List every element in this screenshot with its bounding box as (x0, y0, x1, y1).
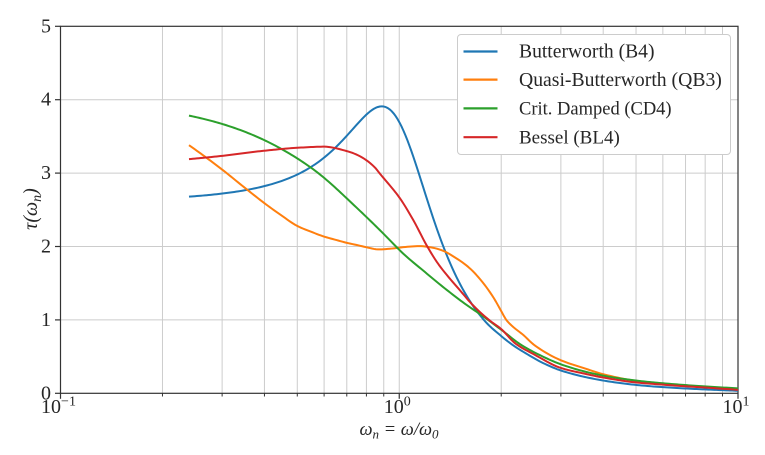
svg-text:3: 3 (41, 162, 51, 184)
svg-text:5: 5 (41, 15, 51, 37)
svg-text:0: 0 (41, 382, 51, 404)
svg-text:ωn = ω/ω0: ωn = ω/ω0 (359, 420, 439, 442)
svg-text:4: 4 (41, 89, 51, 111)
svg-text:Butterworth (B4): Butterworth (B4) (519, 42, 655, 63)
svg-text:2: 2 (41, 236, 51, 258)
svg-text:Quasi-Butterworth (QB3): Quasi-Butterworth (QB3) (519, 69, 722, 91)
svg-text:1: 1 (41, 309, 51, 331)
svg-text:Crit. Damped (CD4): Crit. Damped (CD4) (519, 100, 672, 120)
svg-text:Bessel (BL4): Bessel (BL4) (519, 127, 620, 148)
svg-text:τ(ωn): τ(ωn) (20, 188, 45, 230)
